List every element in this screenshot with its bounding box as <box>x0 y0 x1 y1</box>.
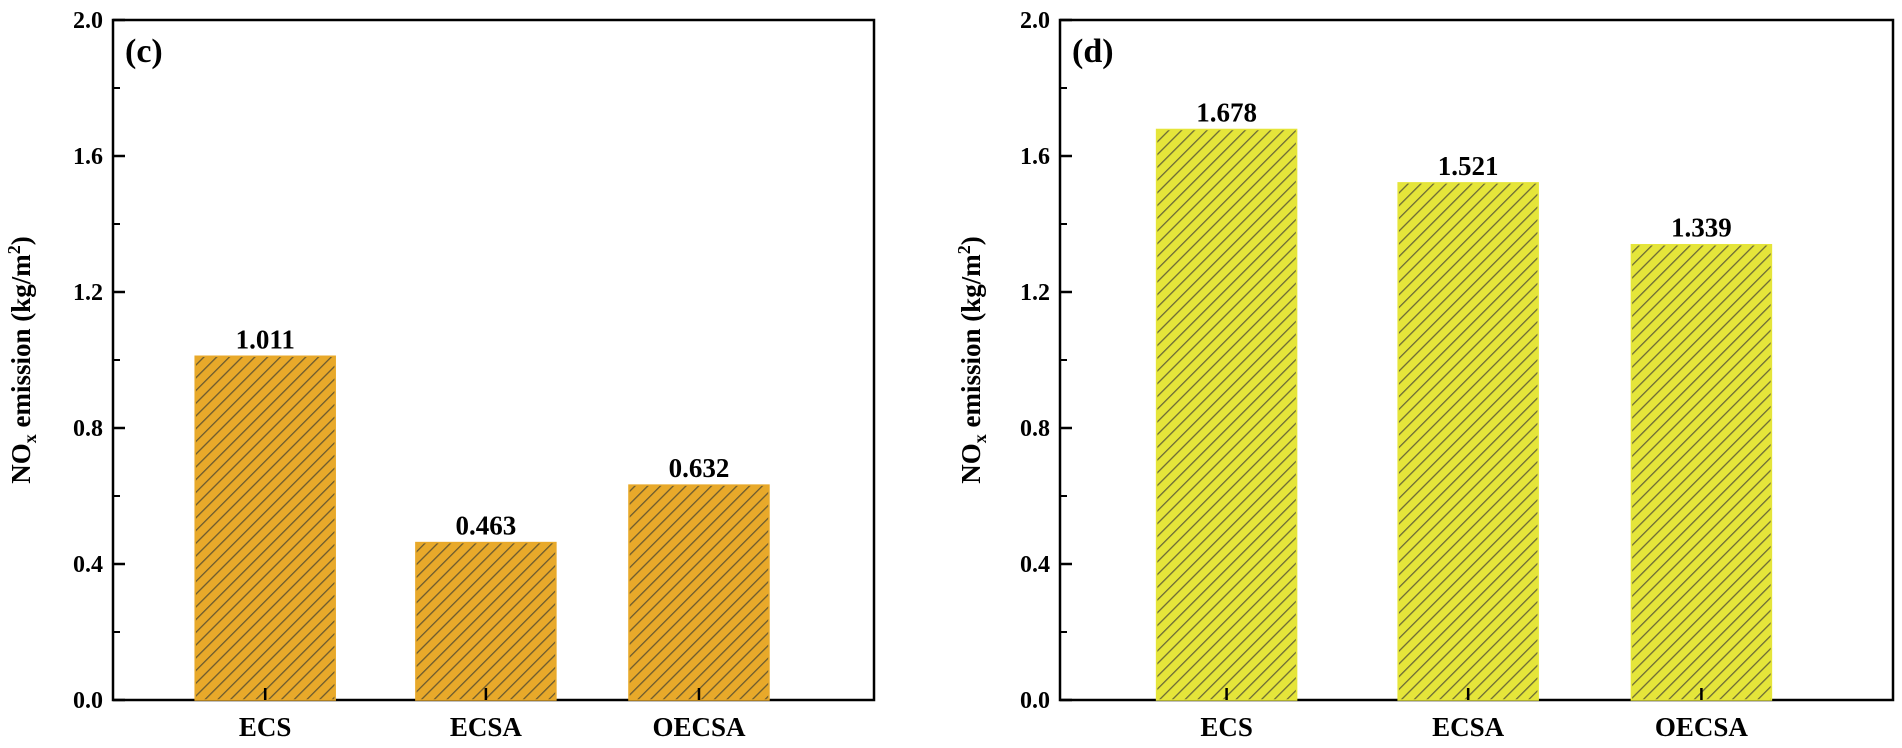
bar-value-label: 0.632 <box>669 453 730 483</box>
y-tick-label: 0.4 <box>73 552 103 578</box>
y-axis-title: NOx emission (kg/m2) <box>954 236 990 484</box>
x-category-label: ECS <box>1200 712 1253 742</box>
bar-value-label: 1.521 <box>1438 151 1499 181</box>
x-category-label: ECS <box>239 712 292 742</box>
y-tick-label: 0.0 <box>1020 688 1050 714</box>
bars: 1.678 1.521 1.339 <box>1155 97 1773 701</box>
bar-ecs <box>1155 128 1298 701</box>
bar-ecsa <box>1397 182 1539 701</box>
bar-value-label: 1.678 <box>1196 97 1257 127</box>
y-tick-label: 0.8 <box>1020 416 1050 442</box>
x-categories: ECS ECSA OECSA <box>239 688 746 742</box>
y-tick-label: 0.4 <box>1020 552 1050 578</box>
y-axis-title-main: NO <box>6 443 36 484</box>
y-axis-title-sub: x <box>20 434 40 443</box>
y-axis-title-sup: 2 <box>954 245 974 254</box>
panel-label: (d) <box>1072 33 1114 70</box>
bar-ecsa <box>415 541 557 701</box>
bar-value-label: 1.011 <box>236 324 295 354</box>
panel-label: (c) <box>125 33 163 70</box>
y-axis-title-sub: x <box>970 434 990 443</box>
bar-oecsa <box>628 484 770 701</box>
y-tick-label: 1.2 <box>73 280 103 306</box>
bars: 1.011 0.463 0.632 <box>194 324 770 701</box>
y-tick-label: 1.6 <box>1020 144 1050 170</box>
panel-d: (d) 1.678 1.521 1.339 0.0 0.4 0.8 1.2 1.6 2.0 E… <box>954 8 1895 742</box>
x-category-label: OECSA <box>652 712 746 742</box>
y-tick-label: 1.2 <box>1020 280 1050 306</box>
y-tick-label: 1.6 <box>73 144 103 170</box>
x-category-label: OECSA <box>1655 712 1749 742</box>
y-tick-label: 2.0 <box>1020 8 1050 34</box>
y-tick-label: 2.0 <box>73 8 103 34</box>
y-axis-title-close: ) <box>956 236 986 245</box>
bar-oecsa <box>1630 243 1773 701</box>
x-category-label: ECSA <box>1432 712 1505 742</box>
y-tick-label: 0.0 <box>73 688 103 714</box>
y-axis-title-rest: emission (kg/m <box>6 254 36 435</box>
y-tick-label: 0.8 <box>73 416 103 442</box>
bar-value-label: 1.339 <box>1671 213 1732 243</box>
y-axis-title-sup: 2 <box>4 245 24 254</box>
y-axis-title-main: NO <box>956 443 986 484</box>
panel-c: (c) 1.011 0.463 0.632 0.0 0.4 0.8 1.2 1.6 2.0 E… <box>4 8 876 742</box>
bar-ecs <box>194 355 336 701</box>
bar-value-label: 0.463 <box>456 511 517 541</box>
y-axis-title-close: ) <box>6 236 36 245</box>
y-axis-title-rest: emission (kg/m <box>956 254 986 435</box>
x-categories: ECS ECSA OECSA <box>1200 688 1748 742</box>
y-axis-title: NOx emission (kg/m2) <box>4 236 40 484</box>
y-ticks: 0.0 0.4 0.8 1.2 1.6 2.0 <box>1020 8 1072 714</box>
x-category-label: ECSA <box>450 712 523 742</box>
y-ticks: 0.0 0.4 0.8 1.2 1.6 2.0 <box>73 8 125 714</box>
